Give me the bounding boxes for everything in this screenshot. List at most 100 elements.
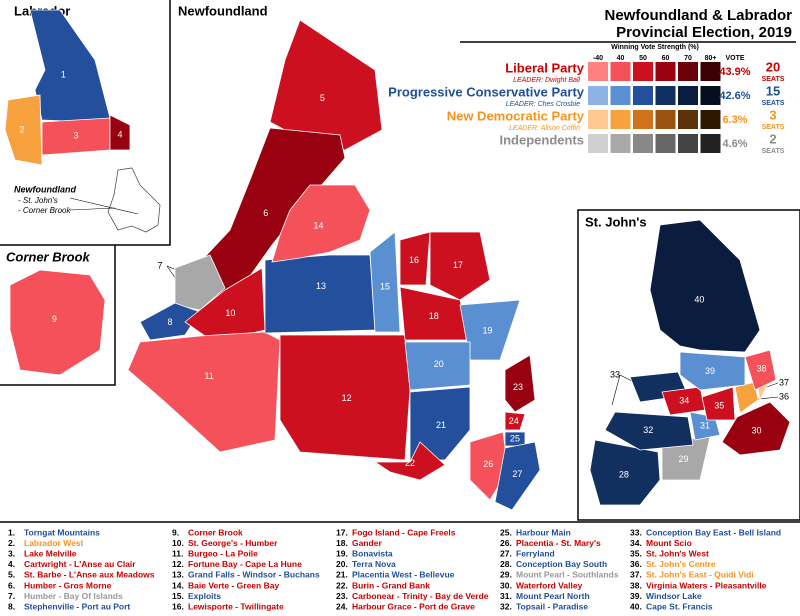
shade-swatch xyxy=(655,134,676,153)
district-number: 40 xyxy=(694,295,704,305)
shade-swatch xyxy=(610,62,631,81)
district-list-number: 25. xyxy=(500,527,512,537)
district-list-name: Labrador West xyxy=(24,538,84,548)
district-list-name: Lewisporte - Twillingate xyxy=(188,601,284,611)
district-list-name: St. George's - Humber xyxy=(188,538,278,548)
district xyxy=(604,411,694,451)
district-list-name: St. John's Centre xyxy=(646,559,716,569)
district-list-name: Humber - Bay Of Islands xyxy=(24,591,123,601)
newfoundland-locator xyxy=(107,167,161,233)
district xyxy=(174,254,226,311)
district xyxy=(9,269,106,376)
district xyxy=(409,386,471,461)
district xyxy=(744,349,777,391)
vote-share: 42.6% xyxy=(719,90,750,102)
district-number: 27 xyxy=(512,469,522,479)
district-list-name: St. Barbe - L'Anse aux Meadows xyxy=(24,570,155,580)
district xyxy=(504,411,526,431)
district-number: 15 xyxy=(380,281,390,291)
district xyxy=(369,231,401,333)
district-number: 22 xyxy=(405,458,415,468)
district-number: 39 xyxy=(705,366,715,376)
shade-swatch xyxy=(700,110,721,129)
shade-swatch xyxy=(633,110,653,129)
district-list-number: 36. xyxy=(630,559,642,569)
scale-label: 80+ xyxy=(705,55,717,62)
locator-note: - St. John's xyxy=(18,196,58,205)
district xyxy=(589,439,661,506)
district-list-name: Terra Nova xyxy=(352,559,396,569)
district-list-number: 27. xyxy=(500,548,512,558)
shade-swatch xyxy=(633,62,653,81)
district-list-number: 18. xyxy=(336,538,348,548)
vote-share: 43.9% xyxy=(719,66,750,78)
district-number: 31 xyxy=(700,420,710,430)
district-number: 33 xyxy=(610,369,620,379)
seat-label: SEATS xyxy=(762,100,785,107)
district-list-number: 30. xyxy=(500,580,512,590)
district-list-name: Grand Falls - Windsor - Buchans xyxy=(188,570,320,580)
shade-swatch xyxy=(633,86,653,105)
district xyxy=(494,441,541,511)
district-list-number: 37. xyxy=(630,570,642,580)
seat-count: 2 xyxy=(769,131,776,146)
district-number: 28 xyxy=(619,470,629,480)
district-list-name: Placentia - St. Mary's xyxy=(516,538,601,548)
shade-swatch xyxy=(678,62,698,81)
scale-label: 70 xyxy=(684,55,692,62)
district-list-number: 17. xyxy=(336,527,348,537)
district-list-number: 12. xyxy=(172,559,184,569)
district-list-name: Ferryland xyxy=(516,548,555,558)
district-number: 29 xyxy=(678,454,688,464)
corner-brook-frame xyxy=(0,245,116,386)
shade-swatch xyxy=(588,86,608,105)
district-list-name: Topsail - Paradise xyxy=(516,601,588,611)
district xyxy=(373,441,446,481)
district-list-name: Placentia West - Bellevue xyxy=(352,570,455,580)
district-list-number: 32. xyxy=(500,601,512,611)
district-number: 37 xyxy=(779,377,789,387)
district-list-number: 14. xyxy=(172,580,184,590)
seat-label: SEATS xyxy=(762,76,785,83)
district xyxy=(271,184,371,263)
shade-swatch xyxy=(700,134,721,153)
district xyxy=(404,341,471,391)
district-number: 5 xyxy=(320,93,325,103)
district-list-name: Harbour Main xyxy=(516,527,571,537)
district-number: 26 xyxy=(483,459,493,469)
district-list-number: 22. xyxy=(336,580,348,590)
district xyxy=(399,231,431,286)
district xyxy=(721,401,791,456)
scale-label: 60 xyxy=(662,55,670,62)
district-list-name: Mount Pearl North xyxy=(516,591,590,601)
district-list-number: 6. xyxy=(8,580,15,590)
party-leader: LEADER: Alison Coffin xyxy=(509,125,580,132)
seat-count: 15 xyxy=(766,83,780,98)
district-list-name: Humber - Gros Morne xyxy=(24,580,112,590)
party-name: Independents xyxy=(499,132,584,147)
scale-label: 50 xyxy=(639,55,647,62)
district-number: 6 xyxy=(263,208,268,218)
district-list-number: 33. xyxy=(630,527,642,537)
shade-swatch xyxy=(588,62,608,81)
district-number: 38 xyxy=(756,364,766,374)
district xyxy=(504,354,536,413)
shade-swatch xyxy=(588,110,608,129)
shade-swatch xyxy=(678,86,698,105)
district-list-number: 3. xyxy=(8,548,15,558)
shade-swatch xyxy=(610,110,631,129)
district-list-number: 29. xyxy=(500,570,512,580)
scale-label: -40 xyxy=(593,55,603,62)
district-list-name: Windsor Lake xyxy=(646,591,702,601)
title: Newfoundland & Labrador xyxy=(605,7,793,24)
district xyxy=(701,386,736,421)
district xyxy=(264,254,376,334)
shade-swatch xyxy=(655,110,676,129)
district-list-name: Cartwright - L'Anse au Clair xyxy=(24,559,136,569)
district-number: 19 xyxy=(482,326,492,336)
district-number: 32 xyxy=(643,425,653,435)
district xyxy=(679,351,746,391)
district-list-name: Bonavista xyxy=(352,548,393,558)
district-list-number: 15. xyxy=(172,591,184,601)
district-number: 20 xyxy=(434,359,444,369)
